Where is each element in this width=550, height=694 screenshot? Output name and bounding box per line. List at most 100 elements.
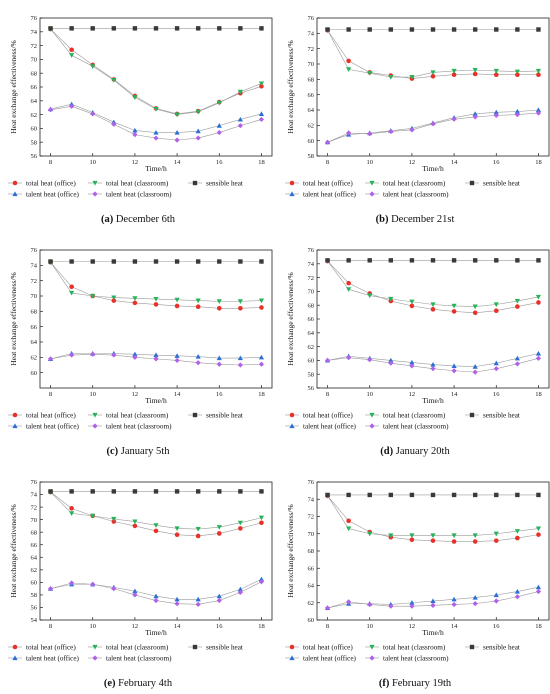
panel-caption-letter: (a) [101,214,114,225]
data-point [451,539,457,544]
legend-item-total-heat-classroom: total heat (classroom) [88,644,169,652]
panel-caption-text: January 5th [118,446,170,457]
y-tick-label: 70 [31,57,38,64]
data-point [48,26,53,31]
x-tick-label: 14 [451,623,458,630]
data-point [237,123,243,129]
data-point [367,258,372,263]
chart-panel-d: 56 58 60 62 64 66 68 70 72 74 76 8 10 12 14 16 18 Time/h H… [285,247,550,457]
data-point [514,594,520,600]
y-tick-label: 54 [31,617,38,624]
data-point [535,355,542,361]
data-point [69,511,75,516]
data-point [472,304,478,310]
data-point [174,129,180,135]
data-point [515,72,520,78]
data-point [174,596,180,602]
x-tick-label: 8 [49,623,52,630]
data-point [69,290,75,296]
legend-marker [289,180,295,186]
data-point [451,116,457,122]
data-point [153,107,159,112]
legend-label: talent heat (classroom) [106,655,172,663]
data-point [451,27,457,32]
y-axis-label: Heat exchange effectiveness/% [9,504,18,598]
data-point [259,26,264,31]
y-tick-label: 70 [31,293,38,300]
data-point [195,26,201,31]
legend-marker [12,191,18,197]
data-point [430,366,436,372]
y-tick-label: 76 [308,479,315,486]
data-point [472,258,478,263]
legend-label: sensible heat [206,180,243,188]
data-point [388,603,394,609]
panel-caption: (e) February 4th [104,678,173,689]
data-point [346,355,352,361]
series-talent-heat-office [47,576,265,602]
legend-label: talent heat (classroom) [383,423,449,431]
x-tick-label: 8 [49,159,52,166]
y-tick-label: 68 [31,529,38,536]
data-point [409,299,415,305]
x-tick-label: 14 [174,159,181,166]
data-point [153,296,159,302]
x-tick-label: 12 [132,391,139,398]
y-tick-label: 64 [31,98,38,105]
legend-marker [192,412,198,418]
data-point [325,258,330,263]
data-point [346,258,351,263]
data-point [535,350,542,356]
legend-item-total-heat-office: total heat (office) [8,180,76,188]
data-point [237,589,243,595]
y-tick-label: 58 [308,371,315,378]
legend-item-sensible-heat: sensible heat [188,412,243,420]
data-point [195,360,201,366]
data-point [174,137,180,143]
data-point [195,596,201,602]
x-tick-label: 10 [89,623,96,630]
data-point [430,361,436,367]
data-point [90,513,96,519]
x-tick-label: 18 [258,623,265,630]
series-sensible-heat [48,259,264,264]
data-point [430,70,436,76]
data-point [536,492,541,498]
data-point [132,127,138,133]
data-point [346,518,351,524]
data-point [409,127,415,133]
data-point [451,596,457,602]
x-tick-label: 12 [132,159,139,166]
panel-caption-letter: (b) [376,214,389,225]
y-tick-label: 60 [308,358,315,365]
x-tick-label: 14 [174,391,181,398]
y-axis-label: Heat exchange effectiveness/% [286,40,295,134]
data-point [132,351,138,357]
y-tick-label: 58 [31,139,38,146]
data-point [388,74,394,80]
legend-label: talent heat (office) [303,191,357,199]
data-point [346,287,352,292]
x-tick-label: 18 [258,391,265,398]
data-point [132,588,138,594]
legend-item-sensible-heat: sensible heat [465,412,520,420]
series-sensible-heat [325,27,541,32]
data-point [216,100,222,106]
x-tick-label: 16 [493,623,500,630]
data-point [451,492,457,498]
plot-frame [39,17,273,157]
legend-item-talent-heat-classroom: talent heat (classroom) [88,191,172,199]
legend-label: total heat (office) [303,644,353,652]
legend-item-total-heat-office: total heat (office) [285,180,353,188]
data-point [430,27,436,32]
data-point [472,369,478,375]
data-point [238,305,243,311]
legend-item-total-heat-office: total heat (office) [285,412,353,420]
series-talent-heat-classroom [47,351,265,368]
data-point [514,529,520,534]
data-point [324,357,331,363]
legend-item-total-heat-classroom: total heat (classroom) [365,644,446,652]
data-point [216,361,222,367]
plot-frame [39,249,273,389]
x-tick-label: 16 [493,159,500,166]
